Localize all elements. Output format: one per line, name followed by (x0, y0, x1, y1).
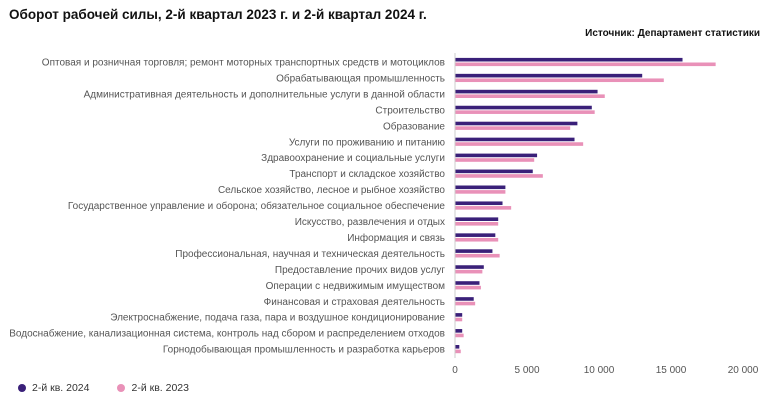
bar-2024[interactable] (455, 57, 683, 62)
category-labels: Оптовая и розничная торговля; ремонт мот… (9, 58, 445, 356)
x-tick-label: 0 (452, 365, 458, 376)
category-label: Искусство, развлечения и отдых (295, 217, 445, 228)
category-label: Финансовая и страховая деятельность (264, 297, 445, 308)
legend-item-2024[interactable]: 2-й кв. 2024 (18, 382, 89, 394)
x-tick-label: 15 000 (656, 365, 687, 376)
category-label: Административная деятельность и дополнит… (84, 88, 445, 100)
bar-2023[interactable] (455, 142, 584, 146)
bar-2024[interactable] (455, 105, 592, 110)
bar-2024[interactable] (455, 249, 493, 253)
category-label: Обрабатывающая промышленность (276, 72, 445, 84)
bar-2023[interactable] (455, 349, 461, 354)
category-label: Профессиональная, научная и техническая … (175, 248, 445, 260)
bar-2023[interactable] (455, 269, 483, 274)
bar-2023[interactable] (455, 285, 481, 290)
bar-2023[interactable] (455, 333, 464, 338)
bar-2023[interactable] (455, 301, 476, 306)
category-label: Операции с недвижимым имуществом (266, 281, 446, 292)
bar-2023[interactable] (455, 237, 499, 242)
category-label: Строительство (375, 105, 445, 116)
bar-2023[interactable] (455, 62, 716, 67)
bar-2024[interactable] (455, 153, 538, 158)
bar-2023[interactable] (455, 317, 463, 322)
legend-label-2023: 2-й кв. 2023 (131, 382, 189, 394)
bar-2024[interactable] (455, 233, 496, 237)
bar-2024[interactable] (455, 73, 643, 78)
bar-2023[interactable] (455, 78, 664, 83)
category-label: Государственное управление и оборона; об… (68, 200, 446, 212)
legend-item-2023[interactable]: 2-й кв. 2023 (117, 382, 189, 394)
bar-2024[interactable] (455, 121, 578, 126)
x-tick-label: 20 000 (728, 365, 759, 376)
category-label: Предоставление прочих видов услуг (275, 265, 445, 276)
bar-2024[interactable] (455, 297, 474, 301)
bars (455, 57, 716, 354)
bar-2024[interactable] (455, 345, 460, 349)
bar-2024[interactable] (455, 281, 480, 285)
bar-2023[interactable] (455, 206, 512, 210)
bar-2023[interactable] (455, 253, 500, 258)
source-note: Источник: Департамент статистики (585, 28, 760, 39)
category-label: Здравоохранение и социальные услуги (261, 153, 445, 164)
legend-swatch-2023 (117, 384, 126, 392)
category-label: Электроснабжение, подача газа, пара и во… (110, 312, 445, 324)
category-label: Горнодобывающая промышленность и разрабо… (163, 344, 445, 356)
bar-2024[interactable] (455, 185, 506, 190)
bar-2023[interactable] (455, 174, 543, 178)
x-axis-ticks: 0 5 000 10 000 15 000 20 000 (452, 365, 759, 376)
bar-2024[interactable] (455, 137, 575, 142)
category-label: Оптовая и розничная торговля; ремонт мот… (42, 58, 445, 69)
bar-2024[interactable] (455, 217, 499, 221)
bar-2024[interactable] (455, 201, 503, 206)
category-label: Сельское хозяйство, лесное и рыбное хозя… (218, 184, 445, 196)
bar-2023[interactable] (455, 126, 571, 130)
bar-2023[interactable] (455, 222, 499, 226)
category-label: Водоснабжение, канализационная система, … (9, 328, 445, 340)
chart-title: Оборот рабочей силы, 2-й квартал 2023 г.… (9, 7, 427, 22)
bar-2024[interactable] (455, 329, 463, 333)
category-label: Транспорт и складское хозяйство (289, 169, 445, 180)
x-tick-label: 10 000 (584, 365, 615, 376)
category-label: Услуги по проживанию и питанию (289, 137, 446, 148)
legend-label-2024: 2-й кв. 2024 (32, 382, 90, 394)
legend: 2-й кв. 2024 2-й кв. 2023 (18, 382, 189, 394)
bar-2023[interactable] (455, 94, 605, 98)
bar-2023[interactable] (455, 110, 595, 114)
bar-2024[interactable] (455, 169, 533, 174)
x-tick-label: 5 000 (514, 365, 539, 376)
category-label: Образование (383, 120, 445, 132)
bar-2024[interactable] (455, 313, 463, 317)
bar-2023[interactable] (455, 190, 506, 194)
legend-swatch-2024 (18, 384, 26, 392)
bar-2024[interactable] (455, 89, 598, 94)
category-label: Информация и связь (347, 232, 445, 244)
bar-2023[interactable] (455, 158, 535, 162)
bar-2024[interactable] (455, 265, 484, 269)
